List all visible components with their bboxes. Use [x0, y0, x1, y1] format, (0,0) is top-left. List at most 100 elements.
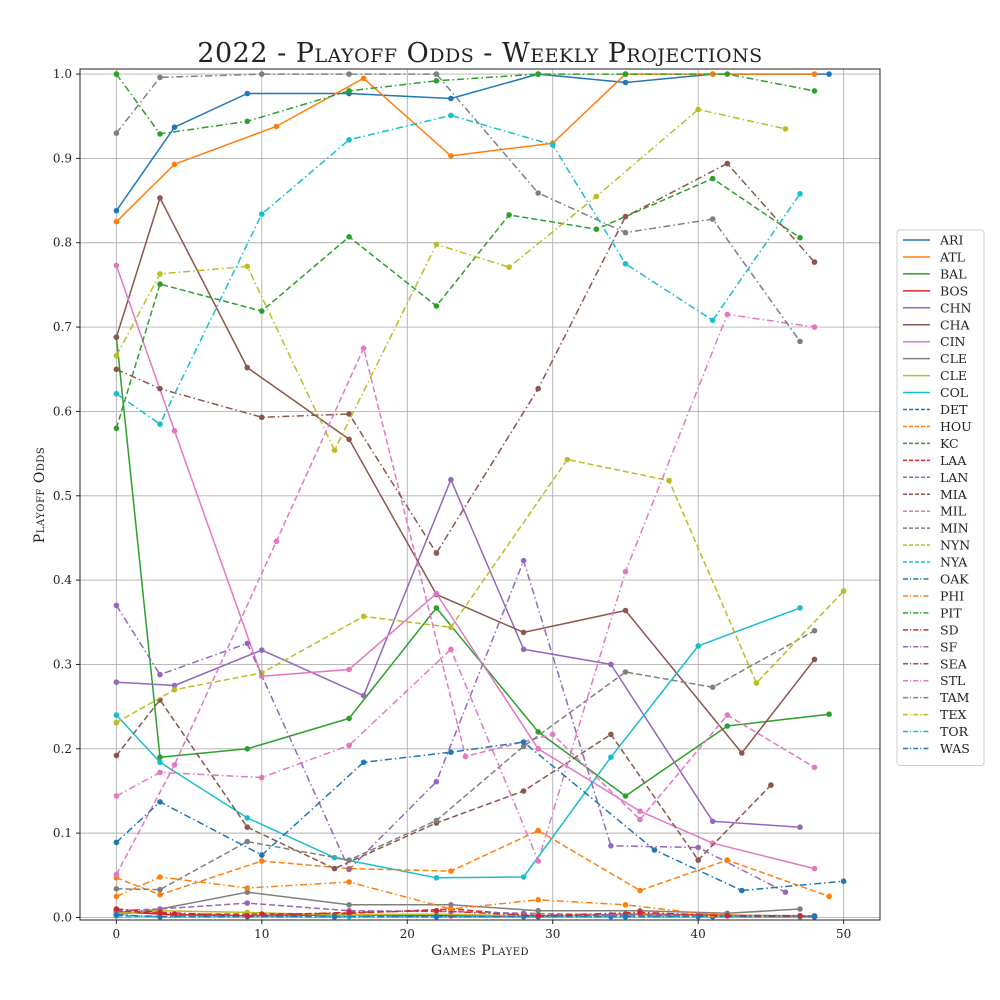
- data-point: [171, 161, 178, 168]
- legend-label: MIA: [940, 487, 968, 502]
- y-tick-label: 0.1: [53, 826, 72, 840]
- data-point: [259, 647, 265, 653]
- data-point: [433, 241, 440, 248]
- data-point: [797, 824, 803, 830]
- data-point: [448, 95, 454, 102]
- data-point: [433, 550, 440, 556]
- data-point: [535, 729, 541, 735]
- data-point: [259, 308, 265, 314]
- series-nyn: [113, 456, 847, 726]
- plot-series: [113, 71, 847, 920]
- data-point: [448, 906, 454, 912]
- data-point: [259, 852, 265, 858]
- series-tam: [113, 71, 803, 345]
- data-point: [331, 865, 338, 872]
- data-point: [433, 78, 440, 84]
- data-point: [724, 160, 731, 167]
- data-point: [157, 74, 163, 81]
- y-tick-label: 0.5: [53, 489, 72, 503]
- data-point: [811, 764, 818, 771]
- data-point: [811, 324, 818, 330]
- data-point: [448, 476, 454, 483]
- data-point: [811, 865, 818, 872]
- data-point: [782, 126, 789, 132]
- data-point: [506, 212, 512, 218]
- data-point: [113, 752, 120, 759]
- y-tick-label: 0.6: [53, 404, 72, 418]
- y-tick-label: 0.7: [53, 320, 72, 334]
- data-point: [113, 366, 120, 373]
- data-point: [535, 897, 541, 903]
- data-point: [695, 857, 701, 863]
- legend-label: BOS: [940, 283, 968, 298]
- y-tick-label: 0.3: [53, 657, 72, 671]
- data-point: [433, 71, 440, 77]
- data-point: [157, 385, 163, 392]
- data-point: [113, 602, 120, 609]
- data-point: [157, 769, 163, 776]
- data-point: [433, 590, 440, 597]
- legend-label: SD: [940, 622, 959, 637]
- data-point: [259, 211, 265, 217]
- data-point: [739, 887, 745, 894]
- data-point: [113, 353, 120, 359]
- data-point: [724, 71, 731, 77]
- data-point: [608, 843, 614, 849]
- data-point: [171, 762, 178, 768]
- chart-title: 2022 - Playoff Odds - Weekly Projections: [197, 38, 762, 69]
- data-point: [622, 793, 629, 799]
- data-point: [157, 913, 163, 920]
- data-point: [346, 866, 352, 873]
- data-point: [811, 88, 818, 94]
- series-mil: [113, 345, 818, 878]
- data-point: [797, 191, 803, 197]
- data-point: [157, 874, 163, 880]
- data-point: [622, 607, 629, 614]
- legend-box: [896, 229, 985, 766]
- data-point: [113, 886, 120, 892]
- data-point: [608, 661, 614, 668]
- data-point: [520, 629, 527, 636]
- legend-label: PHI: [940, 588, 964, 603]
- data-point: [622, 913, 629, 920]
- data-point: [259, 774, 265, 781]
- data-point: [797, 906, 803, 912]
- data-point: [811, 656, 818, 663]
- data-point: [724, 723, 731, 729]
- data-point: [666, 477, 672, 484]
- data-point: [448, 868, 454, 874]
- data-point: [113, 719, 120, 726]
- series-sea: [113, 160, 818, 556]
- data-point: [520, 739, 527, 745]
- data-point: [448, 749, 454, 755]
- data-point: [113, 712, 120, 718]
- data-point: [709, 684, 716, 690]
- data-point: [157, 131, 163, 137]
- data-point: [244, 913, 251, 919]
- data-point: [622, 568, 629, 575]
- series-line: [115, 73, 801, 342]
- data-point: [331, 854, 338, 861]
- y-axis-label: Playoff Odds: [32, 447, 48, 543]
- data-point: [520, 788, 527, 794]
- data-point: [346, 879, 352, 885]
- data-point: [811, 259, 818, 265]
- data-point: [346, 909, 352, 916]
- data-point: [840, 878, 847, 884]
- legend-label: CHA: [940, 317, 970, 332]
- data-point: [360, 759, 367, 766]
- data-point: [535, 746, 541, 752]
- legend-label: SF: [940, 639, 958, 654]
- data-point: [113, 893, 120, 900]
- data-point: [113, 130, 120, 136]
- y-tick-label: 0.9: [53, 151, 72, 165]
- legend-label: TEX: [940, 707, 966, 722]
- data-point: [346, 137, 352, 143]
- data-point: [520, 557, 527, 564]
- data-point: [113, 793, 120, 799]
- legend-label: LAA: [940, 453, 967, 468]
- data-point: [724, 913, 731, 919]
- data-point: [244, 263, 251, 270]
- legend-label: MIL: [940, 504, 966, 519]
- data-point: [739, 750, 745, 756]
